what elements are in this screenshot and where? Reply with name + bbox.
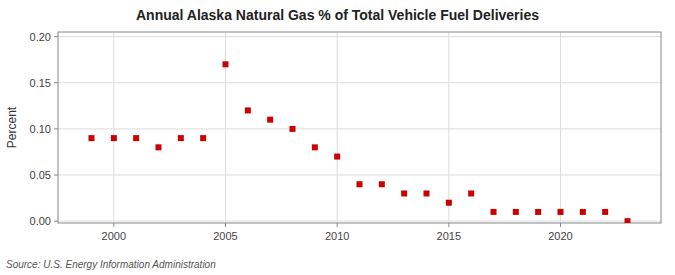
- point: [602, 209, 608, 215]
- tick: [54, 221, 58, 222]
- plot-frame: [58, 32, 661, 223]
- point: [111, 135, 117, 141]
- source: Source: U.S. Energy Information Administ…: [6, 259, 216, 270]
- tick: [560, 223, 561, 227]
- tick: [54, 82, 58, 83]
- tick-label: 0.15: [30, 77, 51, 89]
- point: [89, 135, 95, 141]
- tick-label: 0.10: [30, 123, 51, 135]
- tick: [113, 223, 114, 227]
- tick-label: 0.00: [30, 215, 51, 227]
- tick: [54, 128, 58, 129]
- tick: [54, 175, 58, 176]
- grid: [58, 32, 661, 223]
- point: [290, 126, 296, 132]
- point: [200, 135, 206, 141]
- axis-label: Percent: [5, 106, 19, 148]
- point: [178, 135, 184, 141]
- point: [535, 209, 541, 215]
- tick-label: 2000: [102, 230, 126, 242]
- point: [424, 190, 430, 196]
- point: [379, 181, 385, 187]
- point: [558, 209, 564, 215]
- point: [245, 107, 251, 113]
- grid-line: [225, 32, 226, 223]
- point: [625, 218, 631, 223]
- grid-line: [560, 32, 561, 223]
- grid-line: [58, 36, 661, 37]
- grid-line: [448, 32, 449, 223]
- tick: [225, 223, 226, 227]
- chart: Annual Alaska Natural Gas % of Total Veh…: [0, 0, 675, 275]
- point: [468, 190, 474, 196]
- grid-line: [58, 128, 661, 129]
- points: [89, 61, 631, 223]
- tick-label: 2020: [548, 230, 572, 242]
- point: [401, 190, 407, 196]
- grid-line: [113, 32, 114, 223]
- point: [312, 144, 318, 150]
- point: [580, 209, 586, 215]
- tick-label: 0.20: [30, 31, 51, 43]
- point: [446, 200, 452, 206]
- tick: [448, 223, 449, 227]
- tick: [337, 223, 338, 227]
- point: [491, 209, 497, 215]
- point: [133, 135, 139, 141]
- point: [223, 61, 229, 67]
- point: [334, 154, 340, 160]
- point: [267, 117, 273, 123]
- grid-line: [58, 175, 661, 176]
- grid-line: [58, 82, 661, 83]
- point: [513, 209, 519, 215]
- axes: 0.00 0.05 0.10 0.15 0.20 2000 2005 2010 2015 2020: [30, 31, 661, 242]
- title: Annual Alaska Natural Gas % of Total Veh…: [136, 7, 539, 23]
- tick: [54, 36, 58, 37]
- tick-label: 2005: [213, 230, 237, 242]
- grid-line: [58, 221, 661, 222]
- point: [357, 181, 363, 187]
- grid-line: [337, 32, 338, 223]
- point: [156, 144, 162, 150]
- tick-label: 0.05: [30, 169, 51, 181]
- tick-label: 2010: [325, 230, 349, 242]
- tick-label: 2015: [437, 230, 461, 242]
